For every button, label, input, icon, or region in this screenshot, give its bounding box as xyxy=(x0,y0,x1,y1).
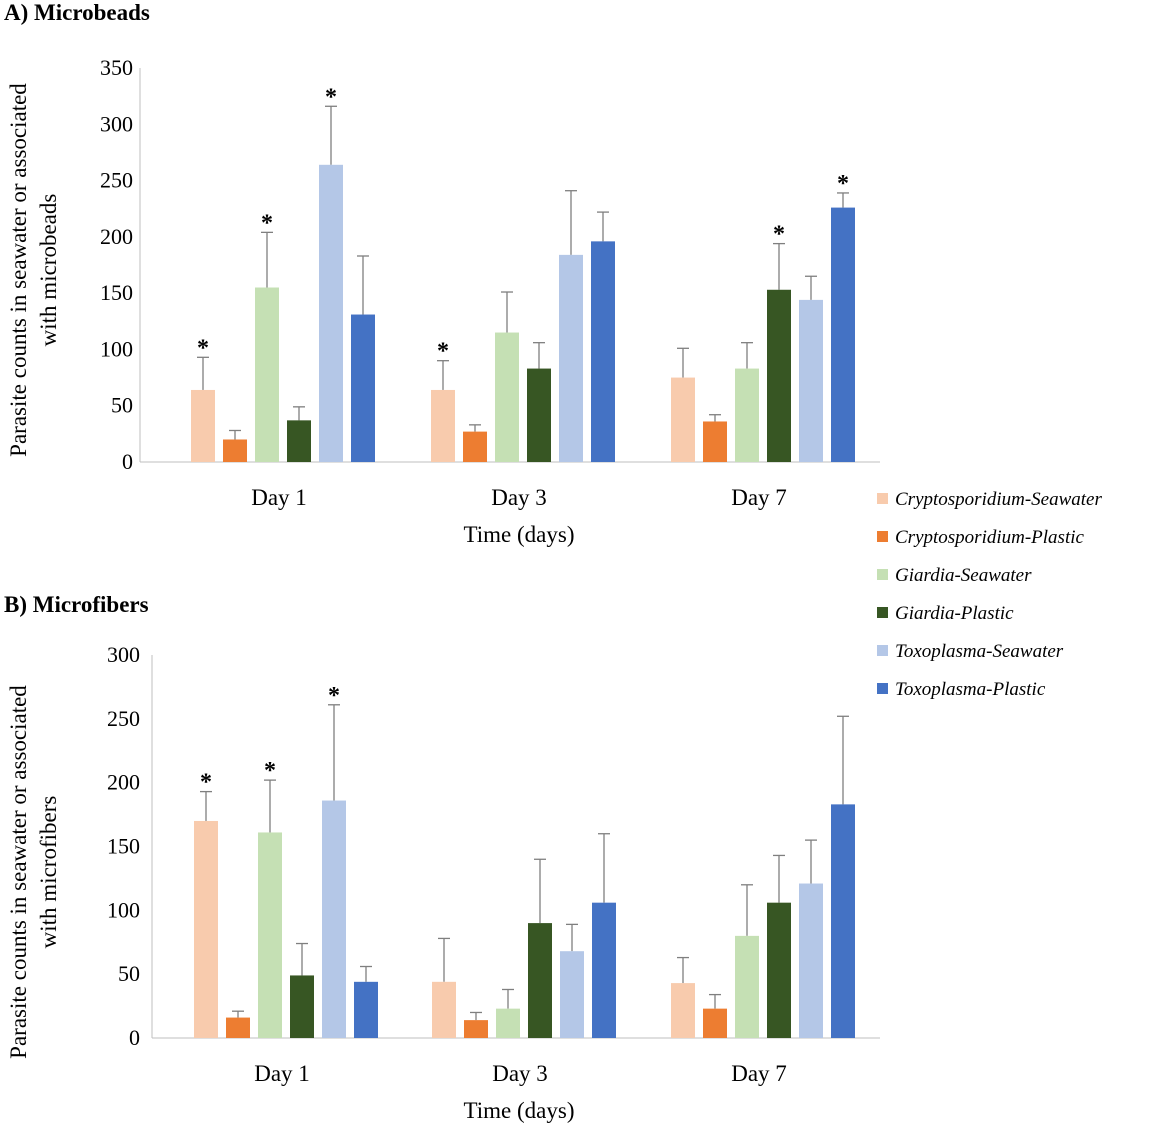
bar xyxy=(226,1017,250,1038)
y-tick-label: 200 xyxy=(100,224,133,249)
x-axis-label: Time (days) xyxy=(464,1098,575,1123)
legend: Cryptosporidium-Seawater Cryptosporidium-… xyxy=(877,489,1102,700)
legend-swatch xyxy=(877,569,888,580)
y-tick-label: 250 xyxy=(107,706,140,731)
bar xyxy=(322,800,346,1038)
bar xyxy=(527,368,551,462)
x-tick-label: Day 3 xyxy=(492,1061,548,1086)
x-tick-label: Day 1 xyxy=(254,1061,310,1086)
y-tick-label: 100 xyxy=(100,336,133,361)
y-axis-label-line2: with microbeads xyxy=(36,194,61,347)
bar xyxy=(287,420,311,462)
bar xyxy=(592,902,616,1038)
legend-label: Cryptosporidium-Plastic xyxy=(895,527,1085,548)
y-tick-label: 300 xyxy=(107,642,140,667)
x-tick-label: Day 3 xyxy=(491,485,547,510)
chart-microbeads: A) Microbeads Parasite counts in seawate… xyxy=(4,0,880,547)
legend-swatch xyxy=(877,645,888,656)
bar xyxy=(831,804,855,1038)
legend-swatch xyxy=(877,531,888,542)
significance-marker: * xyxy=(773,222,785,248)
legend-swatch xyxy=(877,493,888,504)
bar xyxy=(735,368,759,462)
y-tick-label: 250 xyxy=(100,168,133,193)
bar xyxy=(767,289,791,462)
bar xyxy=(559,254,583,462)
y-tick-label: 0 xyxy=(129,1025,140,1050)
bar xyxy=(703,1008,727,1038)
significance-marker: * xyxy=(261,210,273,236)
significance-marker: * xyxy=(325,84,337,110)
bar xyxy=(528,923,552,1038)
x-tick-label: Day 7 xyxy=(731,485,787,510)
bar xyxy=(354,981,378,1038)
significance-marker: * xyxy=(264,758,276,784)
x-tick-label: Day 1 xyxy=(251,485,307,510)
chart-title: B) Microfibers xyxy=(4,592,149,617)
bar xyxy=(735,935,759,1038)
x-axis-label: Time (days) xyxy=(464,522,575,547)
bar xyxy=(703,421,727,462)
y-tick-label: 200 xyxy=(107,770,140,795)
significance-marker: * xyxy=(200,770,212,796)
bar xyxy=(319,164,343,462)
bar xyxy=(191,389,215,462)
bar xyxy=(223,439,247,462)
chart-microfibers: B) Microfibers Parasite counts in seawat… xyxy=(4,592,880,1123)
legend-label: Giardia-Seawater xyxy=(895,565,1032,586)
bar xyxy=(560,951,584,1038)
y-tick-label: 0 xyxy=(122,449,133,474)
legend-label: Giardia-Plastic xyxy=(895,603,1014,624)
y-tick-label: 50 xyxy=(111,393,133,418)
bar xyxy=(463,431,487,462)
legend-label: Toxoplasma-Seawater xyxy=(895,641,1064,662)
legend-swatch xyxy=(877,683,888,694)
legend-label: Toxoplasma-Plastic xyxy=(895,679,1046,700)
y-tick-label: 150 xyxy=(100,280,133,305)
bar xyxy=(290,975,314,1038)
bar xyxy=(255,287,279,462)
y-tick-label: 50 xyxy=(118,961,140,986)
bar xyxy=(432,981,456,1038)
legend-label: Cryptosporidium-Seawater xyxy=(895,489,1102,510)
y-tick-label: 300 xyxy=(100,111,133,136)
bar xyxy=(591,241,615,462)
bar xyxy=(351,314,375,462)
bar xyxy=(496,1008,520,1038)
significance-marker: * xyxy=(837,171,849,197)
y-axis-label: Parasite counts in seawater or associate… xyxy=(6,685,31,1059)
bar xyxy=(194,820,218,1038)
bar xyxy=(431,389,455,462)
y-tick-label: 350 xyxy=(100,55,133,80)
bar xyxy=(831,207,855,462)
legend-swatch xyxy=(877,607,888,618)
significance-marker: * xyxy=(197,335,209,361)
y-tick-label: 100 xyxy=(107,897,140,922)
bar xyxy=(464,1020,488,1038)
y-tick-label: 150 xyxy=(107,834,140,859)
significance-marker: * xyxy=(437,339,449,365)
bar xyxy=(671,983,695,1038)
bar xyxy=(495,332,519,462)
bar xyxy=(671,377,695,462)
y-axis-label: Parasite counts in seawater or associate… xyxy=(6,83,31,457)
y-axis-label-line2: with microfibers xyxy=(36,796,61,949)
bar xyxy=(799,883,823,1038)
significance-marker: * xyxy=(328,683,340,709)
bar xyxy=(799,299,823,462)
bar xyxy=(767,902,791,1038)
chart-title: A) Microbeads xyxy=(4,0,150,25)
x-tick-label: Day 7 xyxy=(731,1061,787,1086)
bar xyxy=(258,832,282,1038)
